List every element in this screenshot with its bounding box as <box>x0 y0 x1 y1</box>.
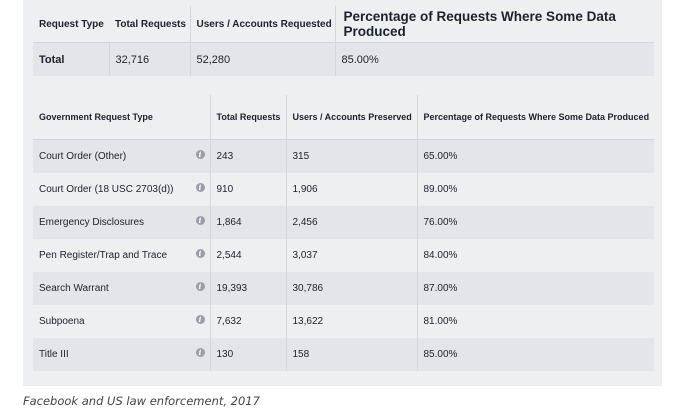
info-icon[interactable]: i <box>195 249 205 258</box>
users-accounts-cell: 158 <box>285 338 417 371</box>
request-type-label: Pen Register/Trap and Trace <box>39 250 168 261</box>
info-icon[interactable]: i <box>195 150 205 159</box>
header-users-accounts-requested: Users / Accounts Requested <box>189 6 335 43</box>
total-requests-cell: 19,393 <box>209 272 286 305</box>
table-row: Court Order (18 USC 2703(d)) i 910 1,906 89.… <box>33 173 654 206</box>
info-icon[interactable]: i <box>195 282 205 291</box>
table-row: Pen Register/Trap and Trace i 2,544 3,037 84… <box>33 239 654 272</box>
users-accounts-cell: 30,786 <box>285 272 417 305</box>
request-type-cell: Court Order (18 USC 2703(d)) i <box>33 173 210 206</box>
request-type-cell: Pen Register/Trap and Trace i <box>33 239 210 272</box>
header-users-accounts-preserved: Users / Accounts Preserved <box>285 95 417 140</box>
info-icon[interactable]: i <box>195 348 205 357</box>
total-requests-cell: 130 <box>209 338 286 371</box>
header-detail-total-requests: Total Requests <box>209 95 286 140</box>
percentage-cell: 65.00% <box>416 139 654 173</box>
total-requests-cell: 1,864 <box>209 206 286 239</box>
request-type-table: Government Request Type Total Requests U… <box>33 95 654 371</box>
total-requests-cell: 243 <box>209 139 286 173</box>
summary-table: Request Type Total Requests Users / Acco… <box>33 6 654 76</box>
header-government-request-type: Government Request Type <box>33 95 210 140</box>
total-users-accounts-value: 52,280 <box>189 42 335 76</box>
header-detail-percentage: Percentage of Requests Where Some Data P… <box>416 95 654 140</box>
summary-header-row: Request Type Total Requests Users / Acco… <box>33 6 654 43</box>
table-row: Search Warrant i 19,393 30,786 87.00% <box>33 272 654 305</box>
table-row: Court Order (Other) i 243 315 65.00% <box>33 139 654 173</box>
header-request-type: Request Type <box>33 6 109 43</box>
users-accounts-cell: 3,037 <box>285 239 417 272</box>
users-accounts-cell: 2,456 <box>285 206 417 239</box>
request-type-label: Emergency Disclosures <box>39 217 145 228</box>
header-percentage: Percentage of Requests Where Some Data P… <box>334 6 654 43</box>
total-requests-cell: 910 <box>209 173 286 206</box>
table-row: Subpoena i 7,632 13,622 81.00% <box>33 305 654 338</box>
request-type-cell: Search Warrant i <box>33 272 210 305</box>
request-type-label: Court Order (Other) <box>39 151 127 162</box>
figure-caption: Facebook and US law enforcement, 2017 <box>23 394 260 408</box>
request-type-cell: Subpoena i <box>33 305 210 338</box>
percentage-cell: 76.00% <box>416 206 654 239</box>
total-requests-cell: 7,632 <box>209 305 286 338</box>
request-type-cell: Court Order (Other) i <box>33 139 210 173</box>
table-row: Title III i 130 158 85.00% <box>33 338 654 371</box>
table-row: Emergency Disclosures i 1,864 2,456 76.00% <box>33 206 654 239</box>
request-type-label: Court Order (18 USC 2703(d)) <box>39 184 174 195</box>
users-accounts-cell: 1,906 <box>285 173 417 206</box>
header-total-requests: Total Requests <box>109 6 190 43</box>
summary-total-row: Total 32,716 52,280 85.00% <box>33 42 654 76</box>
request-type-label: Subpoena <box>39 316 85 327</box>
request-type-cell: Emergency Disclosures i <box>33 206 210 239</box>
info-icon[interactable]: i <box>195 315 205 324</box>
percentage-cell: 81.00% <box>416 305 654 338</box>
users-accounts-cell: 13,622 <box>285 305 417 338</box>
total-requests-value: 32,716 <box>108 42 190 76</box>
request-type-label: Search Warrant <box>39 283 109 294</box>
percentage-cell: 85.00% <box>416 338 654 371</box>
percentage-cell: 87.00% <box>416 272 654 305</box>
total-requests-cell: 2,544 <box>209 239 286 272</box>
total-label: Total <box>33 42 109 76</box>
detail-header-row: Government Request Type Total Requests U… <box>33 95 654 140</box>
users-accounts-cell: 315 <box>285 139 417 173</box>
request-type-label: Title III <box>39 349 69 360</box>
percentage-cell: 89.00% <box>416 173 654 206</box>
info-icon[interactable]: i <box>195 216 205 225</box>
percentage-cell: 84.00% <box>416 239 654 272</box>
info-icon[interactable]: i <box>195 183 205 192</box>
request-type-cell: Title III i <box>33 338 210 371</box>
total-percentage-value: 85.00% <box>334 42 654 76</box>
